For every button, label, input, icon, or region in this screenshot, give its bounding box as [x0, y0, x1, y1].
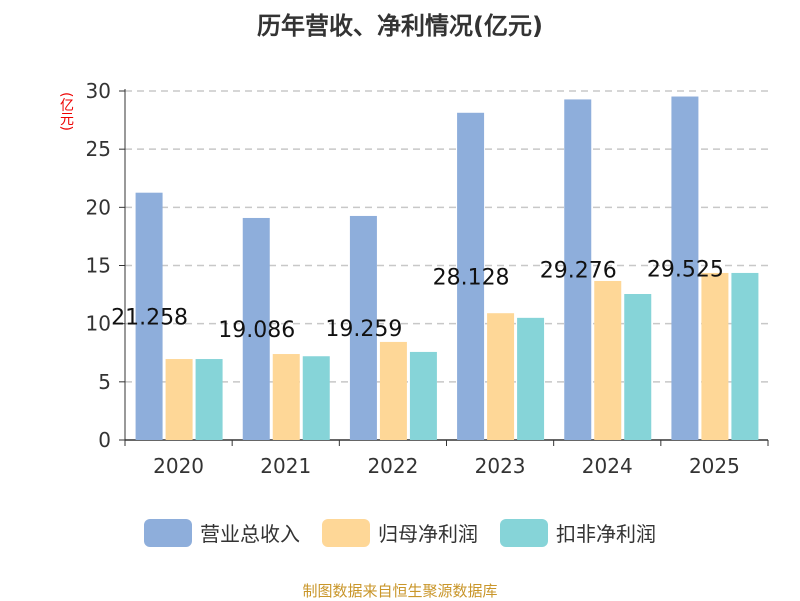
data-label: 21.258 — [111, 305, 188, 330]
legend-item[interactable]: 归母净利润 — [322, 518, 478, 547]
legend-item[interactable]: 扣非净利润 — [500, 518, 656, 547]
x-tick-label: 2021 — [260, 454, 311, 478]
data-label: 29.276 — [540, 259, 617, 284]
bar-营业总收入 — [671, 96, 699, 441]
y-tick-label: 10 — [86, 312, 111, 336]
source-footer: 制图数据来自恒生聚源数据库 — [302, 582, 498, 600]
y-tick-label: 30 — [86, 79, 111, 103]
legend-item[interactable]: 营业总收入 — [144, 518, 300, 547]
legend-label: 营业总收入 — [200, 522, 300, 546]
y-tick-label: 5 — [98, 370, 111, 394]
bar-归母净利润 — [701, 272, 729, 440]
bar-归母净利润 — [487, 313, 515, 440]
chart-title: 历年营收、净利情况(亿元) — [257, 12, 543, 40]
data-label: 19.259 — [325, 317, 402, 342]
bar-扣非净利润 — [302, 356, 330, 440]
x-tick-label: 2022 — [367, 454, 418, 478]
bar-扣非净利润 — [195, 359, 223, 440]
bar-营业总收入 — [564, 99, 592, 440]
legend-swatch — [322, 518, 370, 547]
y-tick-label: 15 — [86, 254, 111, 278]
y-tick-label: 0 — [98, 428, 111, 452]
data-label: 28.128 — [433, 265, 510, 290]
bar-扣非净利润 — [624, 294, 652, 440]
x-tick-label: 2020 — [153, 454, 204, 478]
bar-扣非净利润 — [731, 272, 759, 440]
legend-swatch — [144, 518, 192, 547]
data-label: 29.525 — [647, 257, 724, 282]
bar-归母净利润 — [272, 354, 300, 440]
x-tick-label: 2024 — [582, 454, 633, 478]
x-tick-label: 2023 — [475, 454, 526, 478]
bar-营业总收入 — [349, 215, 377, 440]
legend-label: 归母净利润 — [378, 522, 478, 546]
bar-扣非净利润 — [409, 351, 437, 440]
bar-归母净利润 — [379, 341, 407, 440]
legend-label: 扣非净利润 — [556, 522, 656, 546]
y-tick-label: 20 — [86, 195, 111, 219]
legend: 营业总收入 归母净利润 扣非净利润 — [0, 518, 800, 547]
bar-归母净利润 — [165, 359, 193, 440]
bar-扣非净利润 — [517, 317, 545, 440]
bar-营业总收入 — [242, 217, 270, 440]
y-tick-label: 25 — [86, 137, 111, 161]
data-label: 19.086 — [218, 318, 295, 343]
bar-营业总收入 — [135, 192, 163, 440]
bar-营业总收入 — [457, 112, 485, 441]
legend-swatch — [500, 518, 548, 547]
y-axis-label: (亿元) — [58, 92, 74, 131]
bar-归母净利润 — [594, 280, 622, 440]
x-tick-label: 2025 — [689, 454, 740, 478]
